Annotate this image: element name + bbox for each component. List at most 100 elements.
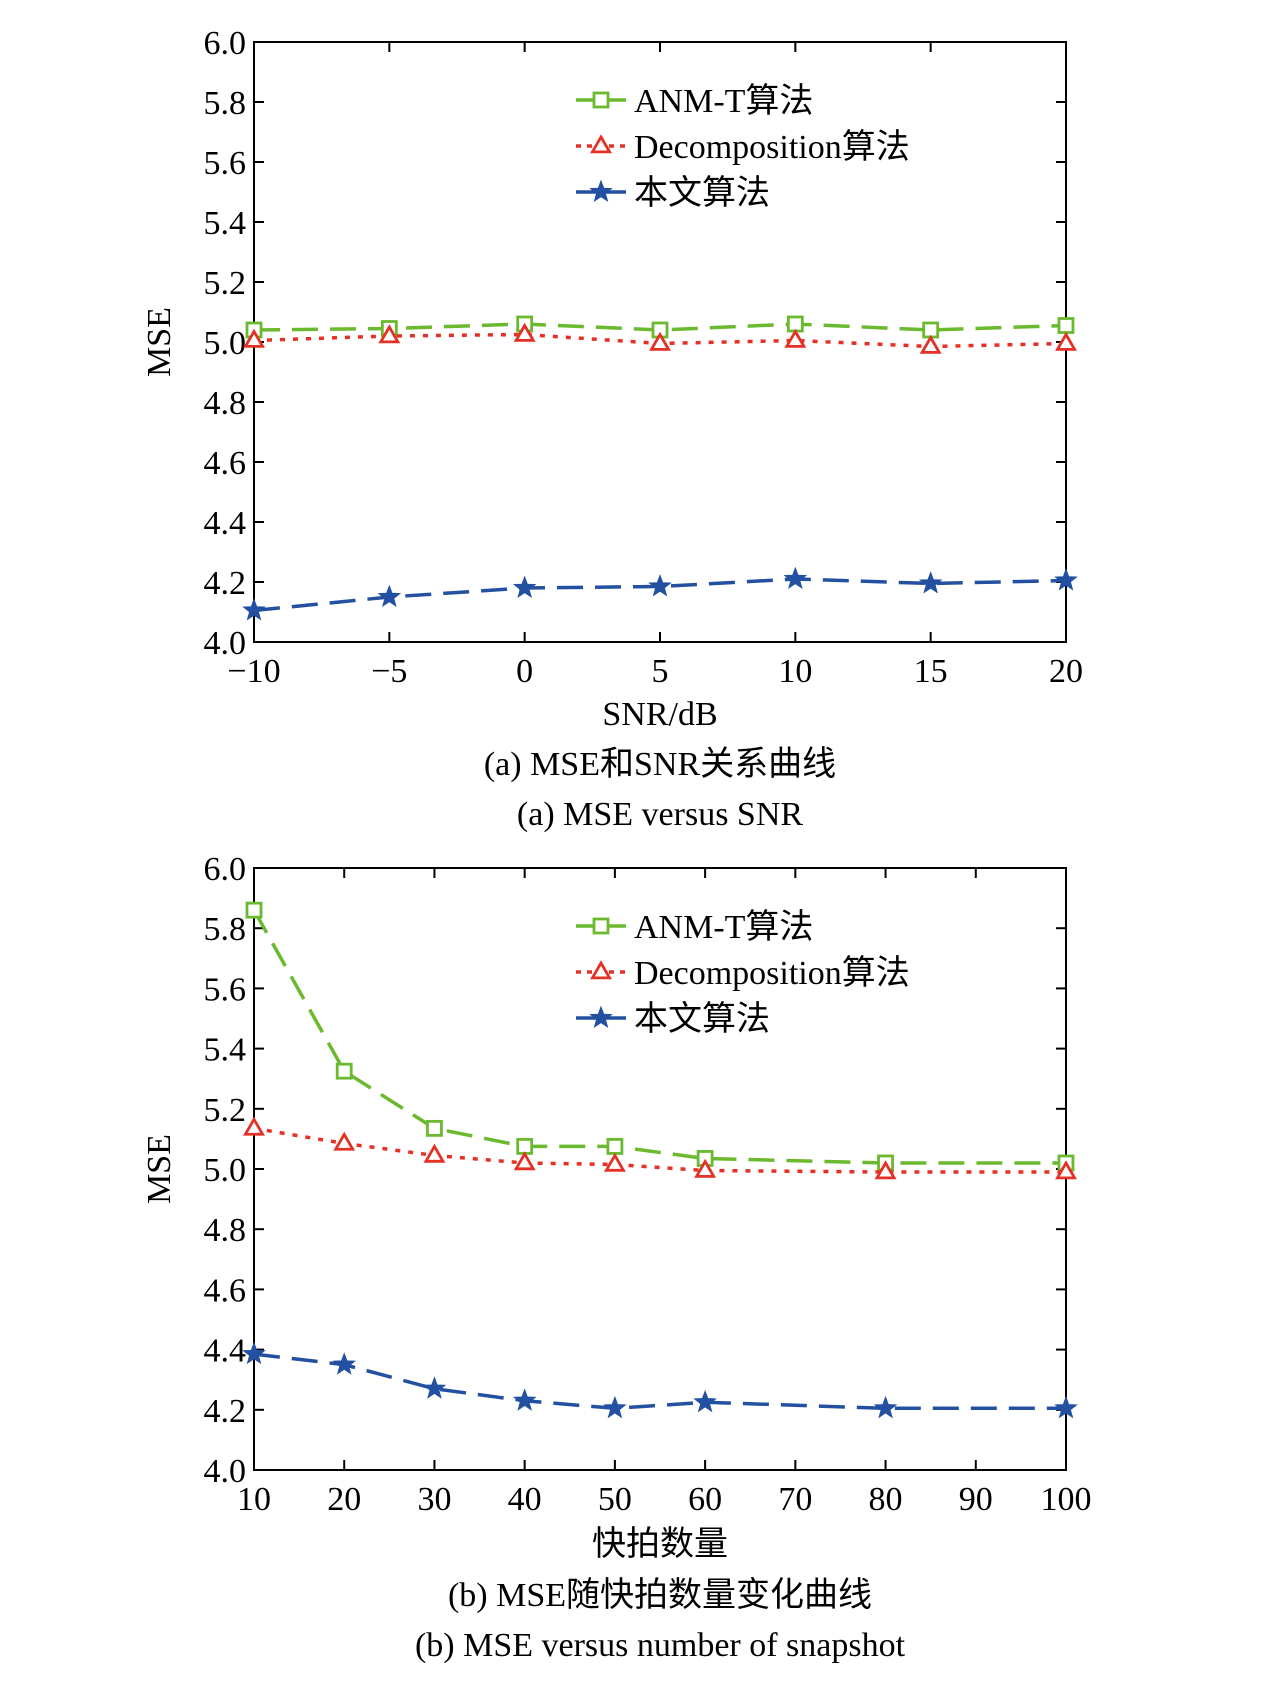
y-tick-label: 4.4	[204, 1333, 247, 1370]
data-point-anm	[335, 1062, 353, 1080]
y-tick-label: 6.0	[204, 25, 247, 62]
y-tick-label: 4.2	[204, 565, 247, 602]
x-tick-label: 40	[508, 1481, 542, 1518]
y-tick-label: 5.2	[204, 265, 247, 302]
x-tick-label: 20	[1049, 653, 1083, 690]
x-tick-label: 30	[417, 1481, 451, 1518]
data-point-ours	[332, 1352, 357, 1375]
data-point-anm	[245, 901, 263, 919]
y-tick-label: 4.0	[204, 625, 247, 662]
data-point-anm	[606, 1138, 624, 1155]
data-point-ours	[1054, 568, 1078, 591]
data-point-dec	[378, 324, 401, 344]
data-point-ours	[1054, 1395, 1078, 1419]
x-tick-label: 0	[516, 653, 533, 690]
y-tick-label: 4.6	[204, 445, 247, 482]
y-axis-label: MSE	[141, 1134, 178, 1204]
legend-marker-ours	[589, 1005, 613, 1029]
x-tick-label: 80	[869, 1481, 903, 1518]
x-tick-label: 10	[778, 653, 812, 690]
y-tick-label: 4.4	[204, 505, 247, 542]
data-point-dec	[784, 328, 807, 348]
legend-label-dec: Decomposition算法	[634, 954, 910, 992]
data-point-anm	[426, 1119, 443, 1137]
data-point-anm	[1057, 317, 1075, 334]
data-point-ours	[242, 598, 266, 621]
x-tick-label: 60	[688, 1481, 722, 1518]
data-point-ours	[783, 566, 808, 590]
x-axis-label: SNR/dB	[602, 696, 717, 733]
x-tick-label: 20	[327, 1481, 361, 1518]
x-axis-label: 快拍数量	[592, 1525, 728, 1563]
y-tick-label: 5.6	[204, 145, 247, 182]
chart-mse-vs-snapshot: 4.0 4.2 4.4 4.6 4.8 5.0 5.2 5.4 5.6 5.8 6.0 10 20 30 4…	[141, 851, 1092, 1664]
data-point-dec	[423, 1143, 446, 1163]
x-tick-label: 50	[598, 1481, 632, 1518]
series-line-dec	[253, 1126, 1066, 1174]
caption-en: (a) MSE versus SNR	[517, 796, 803, 833]
data-point-dec	[513, 322, 536, 342]
y-tick-label: 5.0	[204, 325, 247, 362]
y-tick-label: 5.4	[204, 205, 247, 242]
legend-marker-ours	[589, 179, 613, 203]
y-tick-label: 4.0	[204, 1453, 247, 1490]
data-point-ours	[377, 584, 402, 608]
y-tick-label: 5.8	[204, 85, 247, 122]
legend-label-dec: Decomposition算法	[634, 128, 910, 166]
x-tick-label: 10	[237, 1481, 271, 1518]
data-point-ours	[512, 1388, 537, 1411]
legend-label-ours: 本文算法	[634, 1000, 770, 1038]
data-point-dec	[243, 328, 265, 348]
data-point-dec	[1055, 331, 1077, 351]
data-point-ours	[512, 575, 537, 599]
data-point-ours	[603, 1395, 627, 1419]
caption-cn: (b) MSE随快拍数量变化曲线	[448, 1576, 872, 1614]
x-tick-label: 90	[959, 1481, 993, 1518]
y-tick-label: 4.8	[204, 385, 247, 422]
x-tick-label: 15	[914, 653, 948, 690]
legend-label-anm: ANM-T算法	[634, 908, 813, 946]
legend-marker-anm	[592, 91, 610, 109]
y-tick-label: 5.0	[204, 1152, 247, 1189]
x-tick-label: −10	[227, 653, 280, 690]
series-line-ours	[253, 1352, 1066, 1411]
y-tick-label: 5.6	[204, 971, 247, 1008]
caption-cn: (a) MSE和SNR关系曲线	[484, 745, 836, 783]
legend-marker-dec	[590, 134, 612, 154]
legend-label-ours: 本文算法	[634, 174, 770, 212]
legend-marker-anm	[592, 917, 610, 935]
y-tick-label: 5.4	[204, 1032, 247, 1069]
data-point-ours	[422, 1376, 447, 1399]
chart-mse-vs-snr: 4.0 4.2 4.4 4.6 4.8 5.0 5.2 5.4 5.6 5.8 6.0 −10 −5 0 5…	[141, 25, 1083, 833]
x-tick-label: −5	[371, 653, 407, 690]
data-point-dec	[874, 1160, 897, 1180]
y-tick-label: 4.2	[204, 1393, 247, 1430]
legend-marker-dec	[590, 960, 612, 980]
data-point-dec	[919, 334, 942, 354]
x-tick-label: 100	[1041, 1481, 1092, 1518]
y-tick-label: 4.6	[204, 1272, 247, 1309]
legend-label-anm: ANM-T算法	[634, 82, 813, 120]
data-point-dec	[603, 1152, 626, 1172]
data-point-ours	[693, 1389, 717, 1413]
data-point-ours	[242, 1341, 266, 1365]
y-tick-label: 4.8	[204, 1212, 247, 1249]
x-tick-label: 5	[652, 653, 669, 690]
y-tick-label: 5.2	[204, 1092, 247, 1129]
x-tick-label: 70	[778, 1481, 812, 1518]
data-point-ours	[873, 1395, 898, 1419]
data-point-dec	[243, 1116, 265, 1136]
data-point-ours	[648, 574, 672, 597]
y-axis-label: MSE	[141, 307, 178, 377]
y-tick-label: 6.0	[204, 851, 247, 888]
data-point-dec	[513, 1151, 536, 1171]
caption-en: (b) MSE versus number of snapshot	[415, 1627, 906, 1664]
data-point-dec	[649, 331, 671, 351]
data-point-dec	[1055, 1160, 1077, 1180]
y-tick-label: 5.8	[204, 911, 247, 948]
series-line-anm	[252, 909, 1066, 1165]
data-point-dec	[333, 1131, 356, 1151]
data-point-dec	[694, 1158, 717, 1178]
data-point-ours	[918, 571, 943, 594]
